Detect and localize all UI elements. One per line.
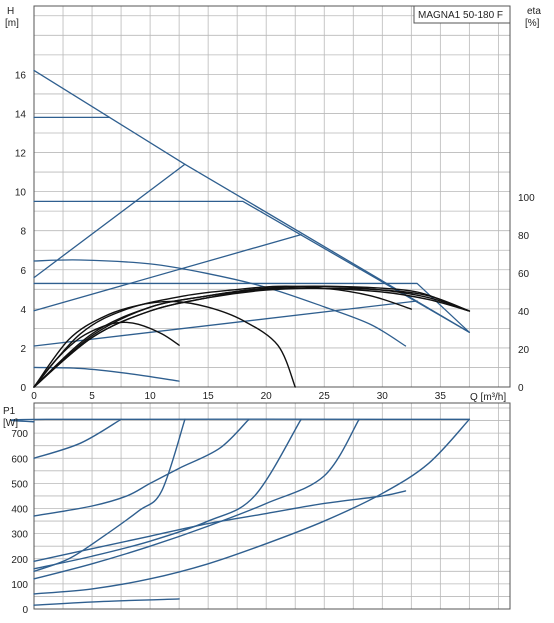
eta-tick-label: 60 xyxy=(518,269,530,280)
power-curve-1 xyxy=(33,418,122,459)
q-axis-label: Q [m³/h] xyxy=(470,392,506,403)
h-tick-label: 2 xyxy=(20,344,26,355)
h-tick-label: 10 xyxy=(15,188,27,199)
efficiency-curve-6 xyxy=(33,287,471,388)
x-tick-label: 20 xyxy=(261,391,273,402)
p1-tick-label: 500 xyxy=(11,479,28,490)
pump-head-curve-5 xyxy=(33,300,418,347)
eta-tick-label: 80 xyxy=(518,231,530,242)
eta-tick-label: 0 xyxy=(518,383,524,394)
p1-tick-label: 600 xyxy=(11,454,28,465)
power-curve-7 xyxy=(33,418,471,595)
efficiency-curve-2 xyxy=(33,285,413,388)
tick-labels: 0 5 10 15 20 25 30 35 0 2 4 6 8 10 12 14 16 0 20 40 60 80 100 0… xyxy=(11,70,535,616)
p1-tick-label: 100 xyxy=(11,580,28,591)
h-tick-label: 12 xyxy=(15,149,27,160)
eta-tick-label: 100 xyxy=(518,193,535,204)
h-tick-label: 4 xyxy=(20,305,26,316)
x-tick-label: 0 xyxy=(31,391,37,402)
p1-axis-label: P1 xyxy=(3,406,16,417)
h-tick-label: 16 xyxy=(15,70,27,81)
efficiency-curve-0 xyxy=(33,300,296,388)
p1-tick-label: 0 xyxy=(22,605,28,616)
p1-tick-label: 700 xyxy=(11,429,28,440)
p1-tick-label: 200 xyxy=(11,555,28,566)
power-curve-6 xyxy=(33,418,360,580)
power-curve-3 xyxy=(33,418,186,573)
h-tick-label: 0 xyxy=(20,383,26,394)
pump-head-curve-4 xyxy=(33,233,302,312)
bottom-grid xyxy=(34,403,510,609)
p1-tick-label: 400 xyxy=(11,505,28,516)
x-tick-label: 35 xyxy=(435,391,447,402)
efficiency-curve-5 xyxy=(33,285,471,388)
power-curve-8 xyxy=(33,598,180,606)
pump-head-curve-2 xyxy=(33,200,471,333)
top-plot-frame xyxy=(33,5,511,388)
h-axis-unit: [m] xyxy=(5,18,19,29)
pump-head-curve-8 xyxy=(33,366,180,382)
h-tick-label: 6 xyxy=(20,266,26,277)
power-curve-2 xyxy=(33,418,250,517)
eta-tick-label: 20 xyxy=(518,345,530,356)
eta-axis-unit: [%] xyxy=(525,18,540,29)
bottom-curves xyxy=(10,418,471,606)
model-label-box xyxy=(413,5,511,24)
p1-tick-label: 300 xyxy=(11,530,28,541)
x-tick-label: 10 xyxy=(145,391,157,402)
p1-axis-unit: [W] xyxy=(3,418,18,429)
pump-head-curve-6 xyxy=(33,282,471,333)
pump-head-curve-3 xyxy=(33,163,186,279)
x-tick-label: 30 xyxy=(377,391,389,402)
power-curve-0 xyxy=(10,418,471,423)
h-axis-label: H xyxy=(7,6,14,17)
x-tick-label: 25 xyxy=(319,391,331,402)
bottom-plot-frame xyxy=(33,402,511,610)
x-tick-label: 5 xyxy=(89,391,95,402)
eta-tick-label: 40 xyxy=(518,307,530,318)
power-curve-5 xyxy=(33,418,302,570)
power-curve-4 xyxy=(33,490,407,562)
h-tick-label: 14 xyxy=(15,109,27,120)
chart-title: MAGNA1 50-180 F xyxy=(418,10,503,21)
h-tick-label: 8 xyxy=(20,227,26,238)
top-curves xyxy=(33,69,471,388)
x-tick-label: 15 xyxy=(203,391,215,402)
efficiency-curve-3 xyxy=(33,285,471,388)
pump-head-curve-7 xyxy=(33,259,407,347)
top-grid xyxy=(34,6,510,387)
eta-axis-label: eta xyxy=(527,6,541,17)
